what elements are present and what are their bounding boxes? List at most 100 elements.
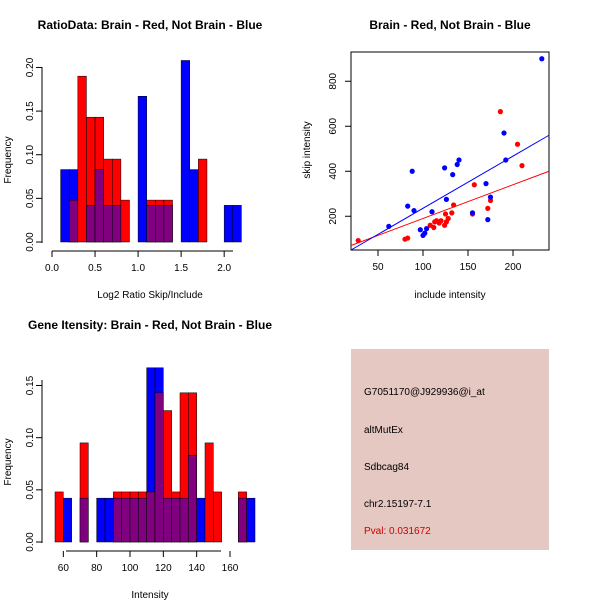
scatter-point-not-brain xyxy=(503,157,509,163)
scatter-point-not-brain xyxy=(424,226,430,232)
gene-bar-not-brain xyxy=(246,497,256,543)
gene-intensity-histogram: Gene Itensity: Brain - Red, Not Brain - … xyxy=(3,318,272,600)
ratio-histogram: RatioData: Brain - Red, Not Brain - Blue… xyxy=(3,18,263,301)
scatter-point-brain xyxy=(471,182,477,188)
scatter-x-tick-label: 100 xyxy=(415,262,432,273)
scatter-point-not-brain xyxy=(386,223,392,229)
scatter-point-not-brain xyxy=(405,203,411,209)
ratio-histogram-title: RatioData: Brain - Red, Not Brain - Blue xyxy=(38,18,263,32)
gene-bar-not-brain xyxy=(63,497,72,543)
gene-x-tick-label: 80 xyxy=(91,563,103,574)
scatter-point-not-brain xyxy=(454,161,460,168)
scatter-point-brain xyxy=(497,109,503,115)
ratio-bar-brain xyxy=(198,158,208,243)
scatter-point-brain xyxy=(514,141,521,147)
gene-bar-brain xyxy=(213,491,222,543)
scatter-x-tick-label: 150 xyxy=(460,262,477,273)
scatter-point-not-brain xyxy=(501,130,507,136)
gene-x-tick-label: 160 xyxy=(222,563,239,574)
gene-bar-not-brain xyxy=(96,497,106,543)
p-value: Pval: 0.031672 xyxy=(364,526,431,537)
ratio-x-tick-label: 0.0 xyxy=(45,263,59,274)
ratio-bar-not-brain xyxy=(189,169,199,243)
ratio-bar-not-brain xyxy=(137,96,147,243)
gene-bar-overlap xyxy=(171,497,181,543)
ratio-y-tick-label: 0.15 xyxy=(25,101,36,121)
gene-x-axis-label: Intensity xyxy=(131,590,168,600)
gene-bar-brain xyxy=(54,491,64,543)
ratio-x-tick-label: 1.5 xyxy=(174,263,188,274)
gene-bar-overlap xyxy=(154,392,164,543)
gene-bar-overlap xyxy=(238,497,247,543)
ratio-y-axis-label: Frequency xyxy=(3,136,14,183)
gene-bar-overlap xyxy=(188,455,197,543)
scatter-point-brain xyxy=(405,235,411,241)
ratio-bar-overlap xyxy=(86,205,96,243)
scatter-y-tick-label: 800 xyxy=(328,72,339,89)
ratio-bar-overlap xyxy=(68,199,79,243)
ratio-bar-overlap xyxy=(163,205,173,243)
scatter-point-brain xyxy=(485,205,491,211)
gene-bar-not-brain xyxy=(196,497,206,543)
ratio-bar-not-brain xyxy=(232,205,242,243)
scatter-point-not-brain xyxy=(450,172,456,178)
gene-x-tick-label: 140 xyxy=(188,563,205,574)
scatter-point-not-brain xyxy=(487,194,494,200)
ratio-x-tick-label: 1.0 xyxy=(131,263,145,274)
scatter-fit-line-not-brain xyxy=(350,134,550,251)
scatter-y-tick-label: 200 xyxy=(328,207,339,224)
scatter-point-not-brain xyxy=(469,210,476,216)
scatter-point-not-brain xyxy=(485,217,491,223)
scatter-title: Brain - Red, Not Brain - Blue xyxy=(369,18,531,32)
ratio-x-tick-label: 0.5 xyxy=(88,263,102,274)
scatter-point-brain xyxy=(451,202,457,208)
scatter-plot-box xyxy=(350,51,550,251)
gene-bar-brain xyxy=(204,442,214,543)
scatter-fit-line-brain xyxy=(350,170,550,246)
gene-x-tick-label: 120 xyxy=(155,563,172,574)
scatter-point-not-brain xyxy=(411,208,417,214)
scatter-y-tick-label: 400 xyxy=(328,162,339,179)
scatter-point-brain xyxy=(445,215,451,222)
gene-y-tick-label: 0.10 xyxy=(25,428,36,448)
scatter-point-not-brain xyxy=(483,181,489,187)
gene-y-axis-label: Frequency xyxy=(3,438,14,485)
ratio-bar-not-brain xyxy=(223,205,234,243)
ratio-bar-overlap xyxy=(103,205,113,243)
scatter-point-not-brain xyxy=(456,157,462,163)
gene-bar-overlap xyxy=(163,497,172,543)
scatter-point-brain xyxy=(519,163,525,169)
ratio-bar-overlap xyxy=(146,205,156,243)
gene-bar-not-brain xyxy=(104,497,114,543)
gene-bar-overlap xyxy=(146,491,156,543)
scatter-point-not-brain xyxy=(539,56,545,62)
ratio-y-tick-label: 0.00 xyxy=(25,232,36,252)
gene-name: Sdbcag84 xyxy=(364,462,410,473)
chromosome-location: chr2.15197-7.1 xyxy=(364,499,432,510)
gene-bar-overlap xyxy=(79,497,89,543)
gene-x-tick-label: 100 xyxy=(122,563,139,574)
gene-bar-overlap xyxy=(179,497,189,543)
scatter-x-tick-label: 50 xyxy=(372,262,384,273)
info-panel: G7051170@J929936@i_at altMutEx Sdbcag84 … xyxy=(351,349,549,550)
scatter-point-not-brain xyxy=(422,230,428,236)
ratio-y-tick-label: 0.10 xyxy=(25,145,36,165)
scatter-point-not-brain xyxy=(417,227,423,233)
gene-x-tick-label: 60 xyxy=(58,563,70,574)
gene-y-tick-label: 0.05 xyxy=(25,480,36,500)
scatter-x-tick-label: 200 xyxy=(505,262,522,273)
scatter-point-not-brain xyxy=(429,209,435,215)
ratio-bar-brain xyxy=(120,199,130,243)
ratio-bar-overlap xyxy=(155,205,165,243)
gene-bar-overlap xyxy=(113,497,122,543)
intensity-scatter: Brain - Red, Not Brain - Blue 50 100 150 20… xyxy=(302,18,550,301)
scatter-point-brain xyxy=(438,218,444,224)
scatter-point-not-brain xyxy=(443,196,449,202)
scatter-point-brain xyxy=(449,210,455,216)
ratio-bar-not-brain xyxy=(180,60,190,243)
ratio-x-axis-label: Log2 Ratio Skip/Include xyxy=(97,290,203,301)
ratio-bar-not-brain xyxy=(60,169,70,243)
scatter-point-brain xyxy=(431,224,437,231)
scatter-point-not-brain xyxy=(409,168,415,174)
